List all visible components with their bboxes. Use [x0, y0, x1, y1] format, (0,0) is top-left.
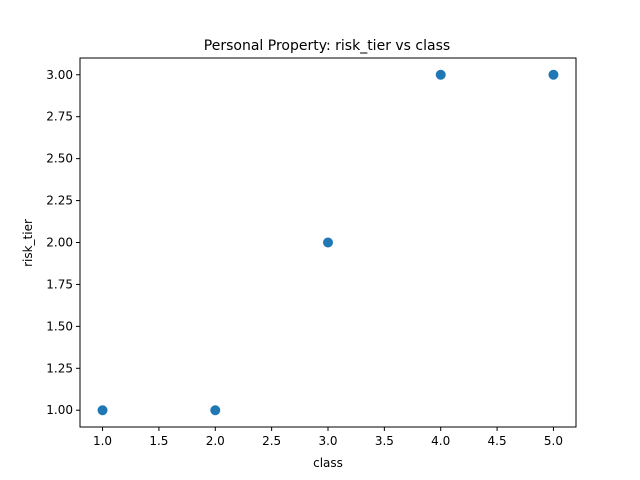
y-tick-label: 2.25 — [46, 194, 73, 208]
y-tick-label: 3.00 — [46, 68, 73, 82]
y-tick-label: 1.25 — [46, 361, 73, 375]
y-tick-label: 2.50 — [46, 152, 73, 166]
x-tick-label: 3.0 — [318, 434, 337, 448]
y-tick-label: 2.75 — [46, 110, 73, 124]
x-tick-label: 1.0 — [93, 434, 112, 448]
y-tick-label: 1.00 — [46, 403, 73, 417]
scatter-point — [435, 69, 446, 80]
chart-title: Personal Property: risk_tier vs class — [204, 38, 450, 54]
x-tick-label: 2.5 — [262, 434, 281, 448]
scatter-point — [323, 237, 333, 248]
scatter-point — [548, 69, 559, 80]
data-points — [97, 69, 559, 416]
x-tick-label: 3.5 — [375, 434, 394, 448]
x-tick-label: 1.5 — [149, 434, 168, 448]
x-tick-label: 4.5 — [488, 434, 507, 448]
plot-frame — [79, 57, 577, 428]
y-tick-label: 1.75 — [46, 277, 73, 291]
x-tick-label: 4.0 — [431, 434, 450, 448]
y-axis-label: risk_tier — [21, 219, 35, 267]
x-tick-label: 5.0 — [544, 434, 563, 448]
y-tick-label: 1.50 — [46, 319, 73, 333]
y-tick-label: 2.00 — [46, 236, 73, 250]
y-axis-ticks: 1.00 1.25 1.50 1.75 2.00 2.25 2.50 2.75 3.00 — [46, 68, 80, 417]
scatter-point — [210, 405, 221, 416]
x-axis-ticks: 1.0 1.5 2.0 2.5 3.0 3.5 4.0 4.5 5.0 — [93, 427, 563, 448]
x-tick-label: 2.0 — [206, 434, 225, 448]
scatter-point — [97, 405, 108, 416]
x-axis-label: class — [313, 456, 343, 470]
